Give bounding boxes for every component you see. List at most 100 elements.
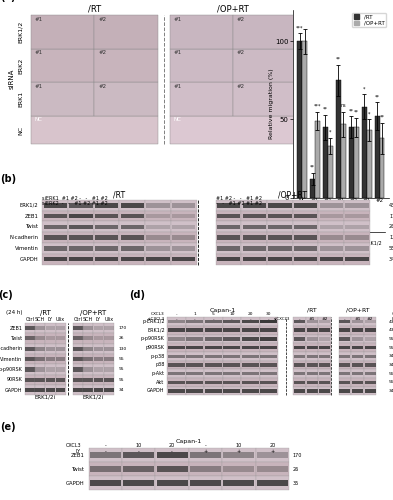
FancyBboxPatch shape bbox=[94, 326, 103, 330]
FancyBboxPatch shape bbox=[294, 380, 305, 384]
FancyBboxPatch shape bbox=[46, 357, 55, 361]
FancyBboxPatch shape bbox=[318, 243, 344, 254]
FancyBboxPatch shape bbox=[24, 323, 35, 333]
Text: 1: 1 bbox=[193, 312, 196, 316]
FancyBboxPatch shape bbox=[344, 243, 370, 254]
FancyBboxPatch shape bbox=[307, 390, 318, 392]
FancyBboxPatch shape bbox=[35, 378, 45, 382]
FancyBboxPatch shape bbox=[123, 480, 154, 486]
FancyBboxPatch shape bbox=[216, 254, 241, 264]
Text: /OP+RT: /OP+RT bbox=[217, 5, 249, 14]
Text: 20: 20 bbox=[169, 444, 175, 448]
Text: 26: 26 bbox=[389, 224, 393, 230]
FancyBboxPatch shape bbox=[320, 224, 343, 229]
FancyBboxPatch shape bbox=[205, 372, 222, 376]
FancyBboxPatch shape bbox=[293, 360, 306, 370]
Text: 10: 10 bbox=[229, 312, 235, 316]
FancyBboxPatch shape bbox=[73, 346, 83, 351]
FancyBboxPatch shape bbox=[340, 380, 351, 384]
FancyBboxPatch shape bbox=[69, 236, 93, 240]
FancyBboxPatch shape bbox=[35, 385, 45, 396]
FancyBboxPatch shape bbox=[242, 363, 259, 366]
FancyBboxPatch shape bbox=[104, 336, 114, 340]
Text: **: ** bbox=[336, 56, 341, 62]
FancyBboxPatch shape bbox=[293, 317, 306, 326]
FancyBboxPatch shape bbox=[216, 232, 241, 243]
FancyBboxPatch shape bbox=[145, 243, 171, 254]
FancyBboxPatch shape bbox=[94, 357, 103, 361]
Text: #1: #1 bbox=[354, 317, 361, 321]
Text: NC: NC bbox=[18, 126, 23, 134]
FancyBboxPatch shape bbox=[307, 363, 318, 366]
Text: #1 #2 -   -   #1 #2: #1 #2 - - #1 #2 bbox=[216, 196, 262, 201]
FancyBboxPatch shape bbox=[365, 372, 376, 376]
FancyBboxPatch shape bbox=[268, 203, 292, 207]
FancyBboxPatch shape bbox=[222, 476, 255, 490]
FancyBboxPatch shape bbox=[185, 326, 204, 334]
FancyBboxPatch shape bbox=[344, 222, 370, 232]
FancyBboxPatch shape bbox=[241, 210, 267, 222]
FancyBboxPatch shape bbox=[168, 354, 185, 358]
FancyBboxPatch shape bbox=[122, 448, 155, 462]
FancyBboxPatch shape bbox=[83, 354, 94, 364]
FancyBboxPatch shape bbox=[68, 243, 94, 254]
FancyBboxPatch shape bbox=[293, 326, 306, 334]
Text: Capan-1: Capan-1 bbox=[209, 308, 236, 312]
FancyBboxPatch shape bbox=[146, 224, 170, 229]
FancyBboxPatch shape bbox=[217, 224, 240, 229]
FancyBboxPatch shape bbox=[95, 214, 118, 218]
FancyBboxPatch shape bbox=[294, 224, 317, 229]
FancyBboxPatch shape bbox=[172, 236, 195, 240]
FancyBboxPatch shape bbox=[204, 378, 222, 386]
FancyBboxPatch shape bbox=[172, 257, 195, 262]
FancyBboxPatch shape bbox=[217, 257, 240, 262]
FancyBboxPatch shape bbox=[73, 364, 83, 374]
FancyBboxPatch shape bbox=[46, 346, 55, 351]
FancyBboxPatch shape bbox=[24, 374, 35, 385]
FancyBboxPatch shape bbox=[185, 343, 204, 352]
FancyBboxPatch shape bbox=[339, 343, 351, 352]
FancyBboxPatch shape bbox=[94, 222, 119, 232]
Text: Twist: Twist bbox=[26, 224, 39, 230]
FancyBboxPatch shape bbox=[293, 243, 318, 254]
Bar bbox=[297, 42, 302, 198]
Text: 34: 34 bbox=[389, 363, 393, 367]
FancyBboxPatch shape bbox=[351, 360, 364, 370]
Text: (d): (d) bbox=[129, 290, 145, 300]
Text: 95: 95 bbox=[119, 368, 124, 372]
FancyBboxPatch shape bbox=[121, 246, 144, 250]
Text: SCH: SCH bbox=[83, 317, 93, 322]
FancyBboxPatch shape bbox=[46, 326, 55, 330]
FancyBboxPatch shape bbox=[233, 16, 297, 49]
FancyBboxPatch shape bbox=[242, 354, 259, 358]
FancyBboxPatch shape bbox=[257, 452, 288, 458]
FancyBboxPatch shape bbox=[104, 357, 114, 361]
FancyBboxPatch shape bbox=[242, 236, 266, 240]
FancyBboxPatch shape bbox=[339, 334, 351, 343]
FancyBboxPatch shape bbox=[90, 452, 121, 458]
FancyBboxPatch shape bbox=[73, 354, 83, 364]
FancyBboxPatch shape bbox=[318, 370, 331, 378]
Text: p90RSK: p90RSK bbox=[146, 345, 165, 350]
FancyBboxPatch shape bbox=[222, 326, 241, 334]
FancyBboxPatch shape bbox=[68, 200, 94, 210]
FancyBboxPatch shape bbox=[351, 326, 364, 334]
FancyBboxPatch shape bbox=[293, 386, 306, 396]
FancyBboxPatch shape bbox=[172, 203, 195, 207]
FancyBboxPatch shape bbox=[55, 344, 66, 354]
FancyBboxPatch shape bbox=[83, 385, 94, 396]
FancyBboxPatch shape bbox=[293, 334, 306, 343]
FancyBboxPatch shape bbox=[204, 334, 222, 343]
FancyBboxPatch shape bbox=[35, 336, 45, 340]
FancyBboxPatch shape bbox=[241, 334, 260, 343]
FancyBboxPatch shape bbox=[171, 200, 196, 210]
Text: siERK1  #1 #2 -   -   #1 #2: siERK1 #1 #2 - - #1 #2 bbox=[42, 196, 108, 201]
FancyBboxPatch shape bbox=[204, 343, 222, 352]
FancyBboxPatch shape bbox=[186, 363, 204, 366]
FancyBboxPatch shape bbox=[267, 254, 293, 264]
FancyBboxPatch shape bbox=[45, 374, 55, 385]
FancyBboxPatch shape bbox=[352, 320, 363, 324]
Text: /OP+RT: /OP+RT bbox=[278, 190, 307, 200]
Text: #2: #2 bbox=[237, 16, 245, 21]
FancyBboxPatch shape bbox=[345, 246, 369, 250]
